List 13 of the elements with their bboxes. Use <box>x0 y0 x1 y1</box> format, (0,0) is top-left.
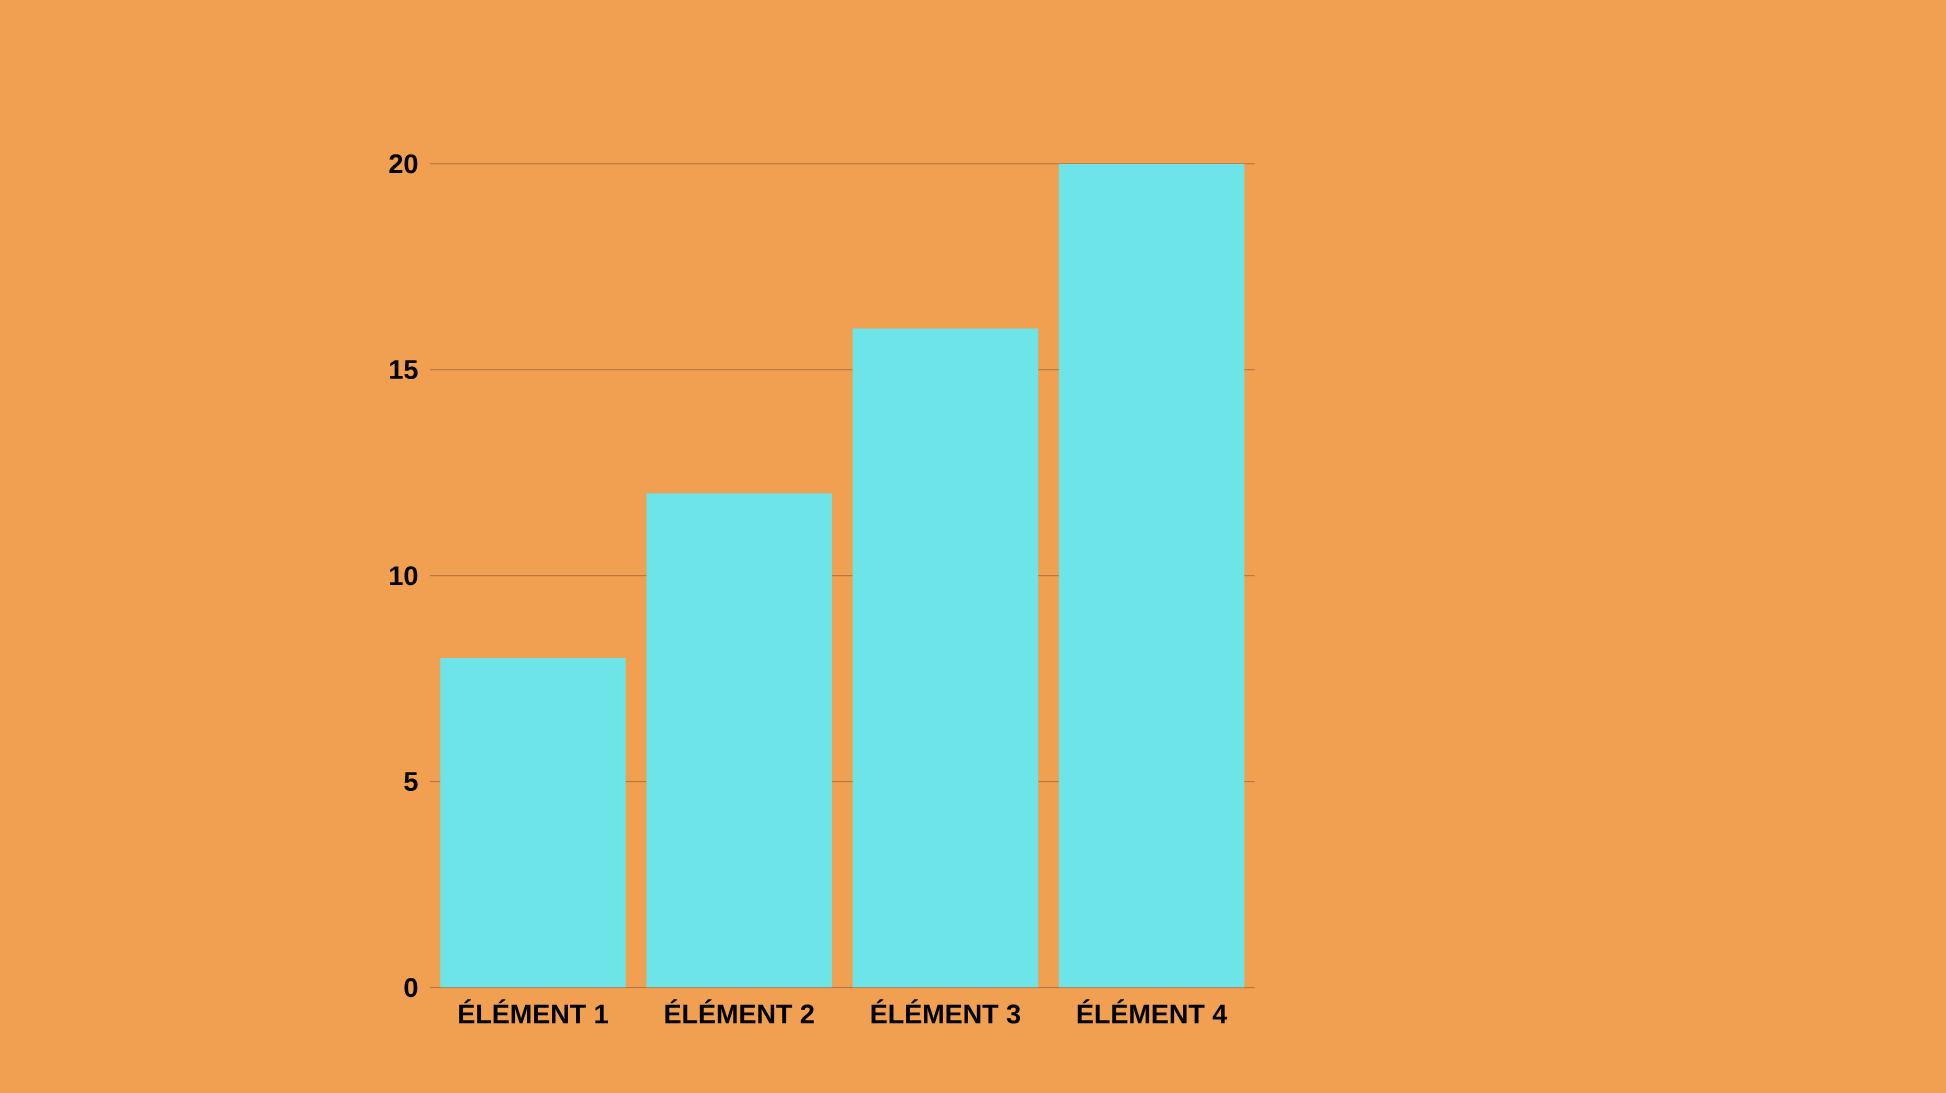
y-tick-label: 15 <box>390 360 418 379</box>
bar <box>646 493 832 988</box>
x-tick-label: ÉLÉMENT 1 <box>459 999 608 1024</box>
x-tick-label: ÉLÉMENT 4 <box>1077 999 1228 1024</box>
bar <box>1058 163 1245 988</box>
x-tick-label: ÉLÉMENT 2 <box>665 999 814 1024</box>
bar <box>852 328 1039 988</box>
y-tick-label: 10 <box>390 565 418 585</box>
x-tick-label: ÉLÉMENT 3 <box>871 999 1021 1024</box>
y-tick-label: 0 <box>404 977 418 997</box>
bar <box>440 657 626 988</box>
y-tick-label: 5 <box>404 772 418 791</box>
y-tick-label: 20 <box>389 153 418 174</box>
